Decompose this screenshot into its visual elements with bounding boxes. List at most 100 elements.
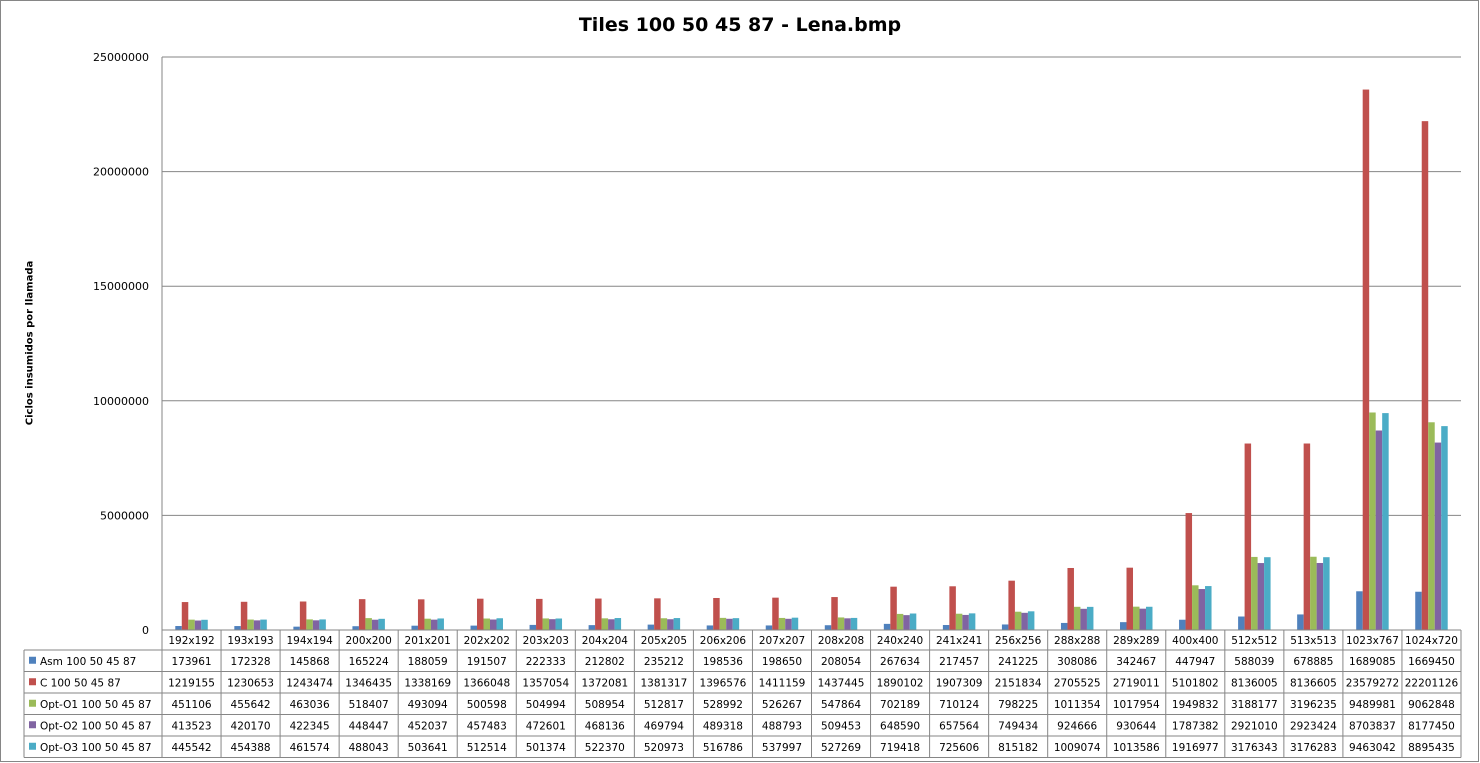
data-label: 8136005 [1231,677,1278,689]
data-label: 8895435 [1408,742,1455,754]
bar-7-0 [588,625,596,630]
data-label: 1907309 [936,677,983,689]
data-label: 472601 [526,720,566,732]
bar-0-3 [194,620,202,630]
data-label: 448447 [349,720,389,732]
x-tick-label: 288x288 [1054,635,1100,647]
bar-15-3 [1080,608,1087,630]
bar-1-0 [234,626,241,630]
x-tick-label: 240x240 [877,635,923,647]
data-label: 9489981 [1349,699,1396,711]
data-label: 455642 [231,699,271,711]
bar-12-0 [883,623,891,630]
data-label: 1787382 [1172,720,1219,732]
data-label: 447947 [1175,656,1215,668]
data-label: 1396576 [700,677,747,689]
x-tick-label: 1023x767 [1346,635,1399,647]
bar-3-4 [378,618,385,630]
data-label: 547864 [821,699,861,711]
data-label: 173961 [171,656,211,668]
bar-5-3 [489,619,497,630]
bar-10-2 [778,617,786,630]
bar-2-4 [319,619,326,630]
bar-3-3 [371,619,379,630]
bar-6-0 [529,624,537,630]
data-label: 241225 [998,656,1038,668]
data-label: 725606 [939,742,979,754]
legend-key-3 [29,721,36,729]
data-label: 489318 [703,720,743,732]
data-label: 217457 [939,656,979,668]
data-label: 1411159 [759,677,806,689]
bar-5-0 [470,625,478,630]
data-label: 1243474 [286,677,333,689]
bar-2-3 [312,620,320,630]
data-label: 678885 [1293,656,1333,668]
data-label: 512817 [644,699,684,711]
bar-1-3 [253,620,261,630]
data-label: 702189 [880,699,920,711]
x-tick-label: 206x206 [700,635,747,647]
data-label: 461574 [290,742,330,754]
data-label: 1366048 [463,677,510,689]
data-label: 188059 [408,656,448,668]
y-tick-label: 15000000 [93,280,149,293]
data-label: 504994 [526,699,566,711]
y-tick-label: 0 [142,624,149,637]
x-tick-label: 203x203 [523,635,569,647]
data-label: 1669450 [1408,656,1455,668]
bar-15-1 [1067,567,1074,630]
data-label: 501374 [526,742,566,754]
data-label: 512514 [467,742,507,754]
legend-label: Opt-O2 100 50 45 87 [40,720,152,732]
data-label: 503641 [408,742,448,754]
x-tick-label: 193x193 [227,635,273,647]
data-label: 518407 [349,699,389,711]
bar-7-1 [595,598,602,630]
data-label: 208054 [821,656,861,668]
bar-16-0 [1120,622,1127,630]
bar-0-4 [201,619,208,630]
data-label: 8703837 [1349,720,1396,732]
y-tick-label: 10000000 [93,395,149,408]
bar-3-0 [352,626,359,630]
bar-11-0 [824,625,832,630]
x-tick-label: 192x192 [168,635,214,647]
data-label: 2151834 [995,677,1042,689]
bar-18-1 [1244,443,1252,630]
bar-9-1 [713,597,720,630]
data-label: 172328 [231,656,271,668]
bar-18-4 [1264,557,1271,630]
bar-6-1 [536,598,543,630]
data-label: 1017954 [1113,699,1160,711]
bar-9-2 [719,617,727,630]
bar-4-4 [437,618,444,630]
bar-13-1 [949,586,956,630]
data-label: 493094 [408,699,448,711]
bar-14-1 [1008,580,1015,630]
bar-9-0 [706,625,714,630]
bar-8-3 [667,619,674,630]
data-label: 5101802 [1172,677,1219,689]
bar-9-3 [726,618,733,630]
bar-15-4 [1086,606,1094,630]
data-label: 710124 [939,699,979,711]
data-label: 1916977 [1172,742,1219,754]
x-tick-label: 207x207 [759,635,805,647]
data-label: 457483 [467,720,507,732]
bar-6-3 [549,619,556,630]
bar-19-1 [1303,443,1311,630]
data-label: 22201126 [1405,677,1459,689]
bar-11-4 [850,617,858,630]
bar-2-2 [306,619,313,630]
data-label: 198650 [762,656,802,668]
bar-6-4 [555,618,563,630]
chart-title: Tiles 100 50 45 87 - Lena.bmp [578,14,902,36]
bar-21-2 [1428,422,1435,630]
data-label: 1346435 [345,677,392,689]
legend-label: Asm 100 50 45 87 [40,656,136,668]
data-label: 509453 [821,720,861,732]
bar-0-2 [188,619,195,630]
bar-18-0 [1238,616,1245,630]
bar-20-2 [1369,412,1376,630]
